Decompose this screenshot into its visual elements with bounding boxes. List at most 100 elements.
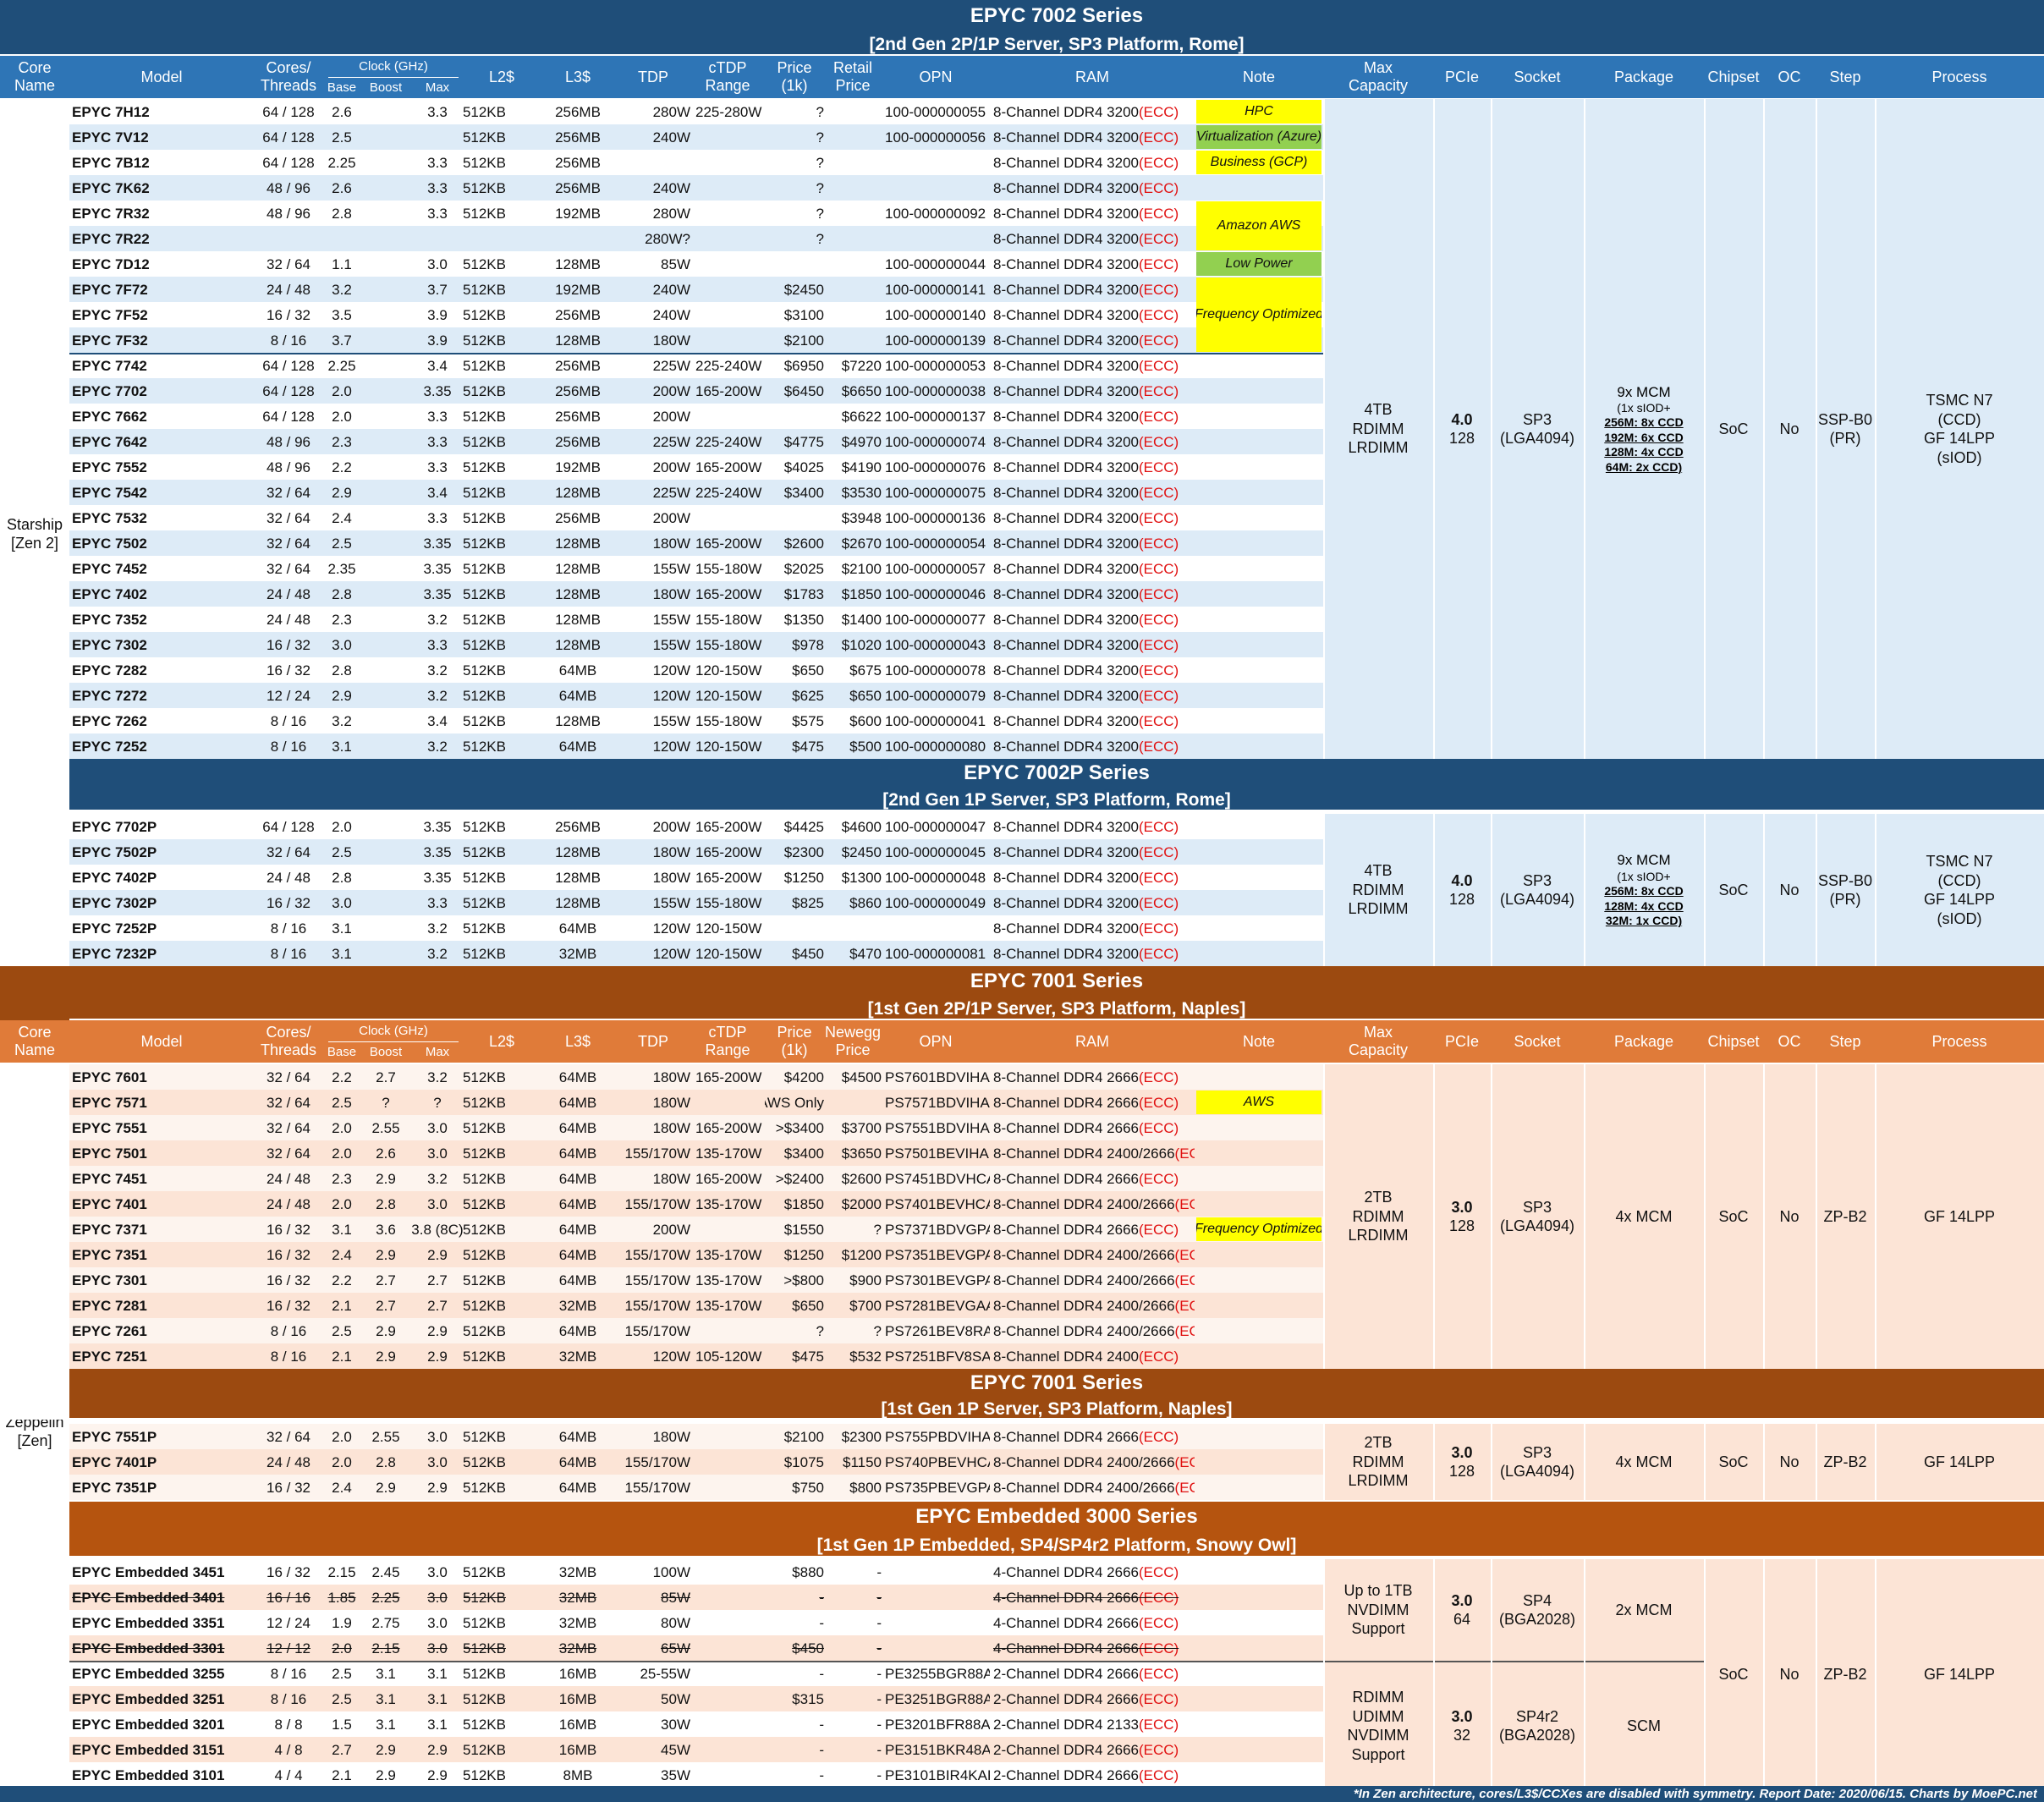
row-7001-cell: 200W [652,1221,690,1238]
row-emb-cell: 2.0 [332,1640,352,1656]
v7002p-divider [1584,814,1585,966]
row-7001-cell: 3.1 [332,1221,352,1238]
sec-7001-header-13: RAM [1075,1032,1109,1050]
ram-type: 8-Channel DDR4 2666 [993,1119,1139,1136]
sec-emb-title: EPYC Embedded 3000 Series [915,1505,1198,1528]
row-emb-cell: 12 / 12 [266,1640,310,1656]
ecc-label: (ECC) [1139,1119,1179,1136]
row-7002-cell: 200W [652,382,690,399]
row-emb-cell: 32MB [558,1640,597,1656]
row-7002-cell: 8-Channel DDR4 3200 (ECC) [993,302,1195,327]
row-7001-cell: 64MB [558,1246,597,1263]
row-emb-cell: PE3101BIR4KAF [885,1766,990,1783]
row-7001-cell: EPYC 7401 [72,1195,147,1212]
v7001-divider [1816,1064,1817,1369]
row-7001-cell: 16x 512KB [464,1297,506,1314]
sec-7001-band [0,966,2044,1020]
row-7002-cell: EPYC 7D12 [72,255,150,272]
row-7002p-cell [360,814,411,839]
row-7002-cell: EPYC 7642 [72,433,147,450]
row-7001-cell: 64MB [558,1119,597,1136]
row-7002-cell [360,99,411,124]
row-7001-cell: 2.5 [332,1094,352,1111]
row-7002-cell [540,226,616,251]
row-7002p-cell: 8-Channel DDR4 3200 (ECC) [993,915,1195,941]
row-7002-cell: 3.7 [427,281,448,298]
row-7001p-row-bg [69,1475,1464,1500]
row-7002p-cell: 256MB [555,818,601,835]
row-7002-cell: 8-Channel DDR4 3200 (ECC) [993,530,1195,556]
ram-type: 8-Channel DDR4 3200 [993,154,1139,171]
row-emb-cell: 3.1 [376,1665,396,1682]
row-emb-cell: 1.9 [332,1614,352,1631]
sec-7001-header-12: OPN [919,1032,953,1050]
ram-type: 8-Channel DDR4 2666 [993,1094,1139,1111]
ecc-label: (ECC) [1139,281,1179,298]
ram-type: 8-Channel DDR4 3200 [993,129,1139,146]
step-7002: SSP-B0 (PR) [1816,99,1875,759]
row-7002-cell: 100-000000092 [885,205,986,222]
row-7001p-cell [695,1449,765,1475]
row-7001-cell: 16 / 32 [266,1221,310,1238]
row-7002p-cell: 24x 512KB [464,869,506,886]
row-7002-cell [360,201,411,226]
row-7002-cell: 256MB [555,154,601,171]
pcie-lanes: 32 [1453,1727,1471,1744]
ecc-label: (ECC) [1139,1614,1179,1631]
ecc-label: (ECC) [1139,1348,1179,1365]
row-7001-cell: 2.5 [332,1322,352,1339]
row-7001-cell: $2000 [841,1195,882,1212]
ram-type: 8-Channel DDR4 2400/2666 [993,1322,1175,1339]
row-7002p-cell: 8x 512KB [464,920,506,937]
row-7002-cell: 2.8 [332,205,352,222]
sec-7002-clock-rule [328,77,459,78]
row-7001-cell: 2.9 [376,1322,396,1339]
sec-7002-header-0: Core Name [14,59,55,94]
ecc-label: (ECC) [1139,1069,1179,1085]
row-7002-cell: EPYC 7502 [72,535,147,552]
row-emb-row-bg [69,1559,1464,1585]
v7002-divider [1763,99,1765,759]
row-7002-cell: 280W [652,103,690,120]
row-7002-cell [411,124,464,150]
row-7002p-cell: 155W [652,894,690,911]
sec-7002-header-19: Chipset [1707,68,1760,85]
ecc-label: (ECC) [1139,662,1179,678]
row-emb-cell: 4-Channel DDR4 2666 (ECC) [993,1635,1195,1661]
row-emb-cell: 3.1 [376,1716,396,1733]
row-7002-cell: 3.35 [423,382,452,399]
row-7001-cell: 2.9 [376,1170,396,1187]
chipset-7002: SoC [1704,99,1763,759]
row-emb-cell: - [819,1614,824,1631]
row-emb-cell: 50W [661,1690,690,1707]
row-emb-cell [885,1635,990,1661]
row-7002-cell: 8-Channel DDR4 3200 (ECC) [993,429,1195,454]
row-7002-cell: 256MB [555,433,601,450]
ecc-label: (ECC) [1139,945,1179,962]
row-7001-row-bg [69,1343,1464,1369]
pcie-7002p: 4.0 128 [1433,814,1491,966]
row-7002-cell [695,251,765,277]
row-7002-cell: 8-Channel DDR4 3200 (ECC) [993,708,1195,733]
row-7002-cell: 3.3 [427,408,448,425]
row-7001-cell: 8-Channel DDR4 2400/2666(ECC) [993,1242,1195,1267]
row-7002-cell: 64 / 128 [262,357,315,374]
row-7002-cell [360,226,411,251]
row-7002-cell [360,683,411,708]
row-7002-cell: 2.3 [332,433,352,450]
row-7002-cell: 100-000000074 [885,433,986,450]
ecc-label: (ECC) [1139,433,1179,450]
row-7001-cell: 3.2 [427,1069,448,1085]
row-7002-cell: 225-240W [695,433,762,450]
sec-7001-clock-rule [328,1041,459,1042]
row-emb-cell: 2-Channel DDR4 2666 (ECC) [993,1737,1195,1762]
row-7001p-cell: $1150 [842,1453,882,1470]
row-7001-cell: ? [873,1221,882,1238]
sec-7001-header-14: Note [1242,1032,1276,1050]
row-7002p-cell: 100-000000048 [885,869,986,886]
row-7002-cell: 100-000000075 [885,484,986,501]
row-7002p-cell: 8-Channel DDR4 3200 (ECC) [993,839,1195,865]
ecc-label: (ECC) [1139,357,1179,374]
row-7001-cell: 64MB [558,1145,597,1162]
row-7002-cell: 48x 512KB [464,433,506,450]
